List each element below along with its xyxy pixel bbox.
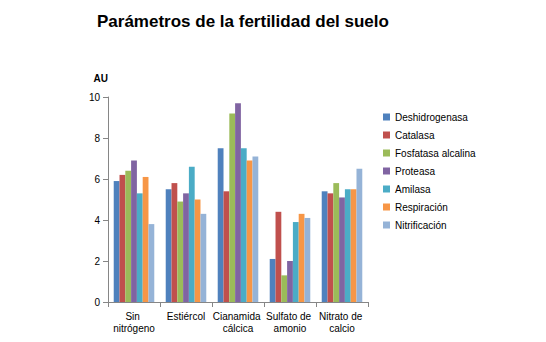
- svg-text:4: 4: [94, 215, 100, 226]
- svg-text:Sin: Sin: [125, 311, 142, 322]
- svg-text:Amilasa: Amilasa: [395, 184, 431, 195]
- svg-text:Nitrificación: Nitrificación: [395, 220, 447, 231]
- svg-text:Parámetros de la fertilidad de: Parámetros de la fertilidad del suelo: [97, 12, 389, 31]
- svg-text:Sulfato de: Sulfato de: [266, 311, 314, 322]
- svg-text:8: 8: [94, 133, 100, 144]
- svg-text:Cianamida: Cianamida: [213, 311, 264, 322]
- svg-text:Respiración: Respiración: [395, 202, 448, 213]
- svg-text:cálcica: cálcica: [223, 323, 254, 334]
- svg-text:Deshidrogenasa: Deshidrogenasa: [395, 112, 468, 123]
- svg-text:calcio: calcio: [329, 323, 355, 334]
- svg-text:Fosfatasa alcalina: Fosfatasa alcalina: [395, 148, 476, 159]
- svg-text:6: 6: [94, 174, 100, 185]
- svg-text:Proteasa: Proteasa: [395, 166, 435, 177]
- svg-text:amonio: amonio: [274, 323, 307, 334]
- svg-text:AU: AU: [94, 73, 108, 84]
- svg-text:0: 0: [94, 297, 100, 308]
- svg-text:Catalasa: Catalasa: [395, 130, 435, 141]
- svg-text:2: 2: [94, 256, 100, 267]
- svg-text:nitrógeno: nitrógeno: [113, 323, 155, 334]
- svg-text:Nitrato de: Nitrato de: [319, 311, 365, 322]
- svg-text:Estiércol: Estiércol: [167, 311, 205, 322]
- svg-text:10: 10: [89, 92, 101, 103]
